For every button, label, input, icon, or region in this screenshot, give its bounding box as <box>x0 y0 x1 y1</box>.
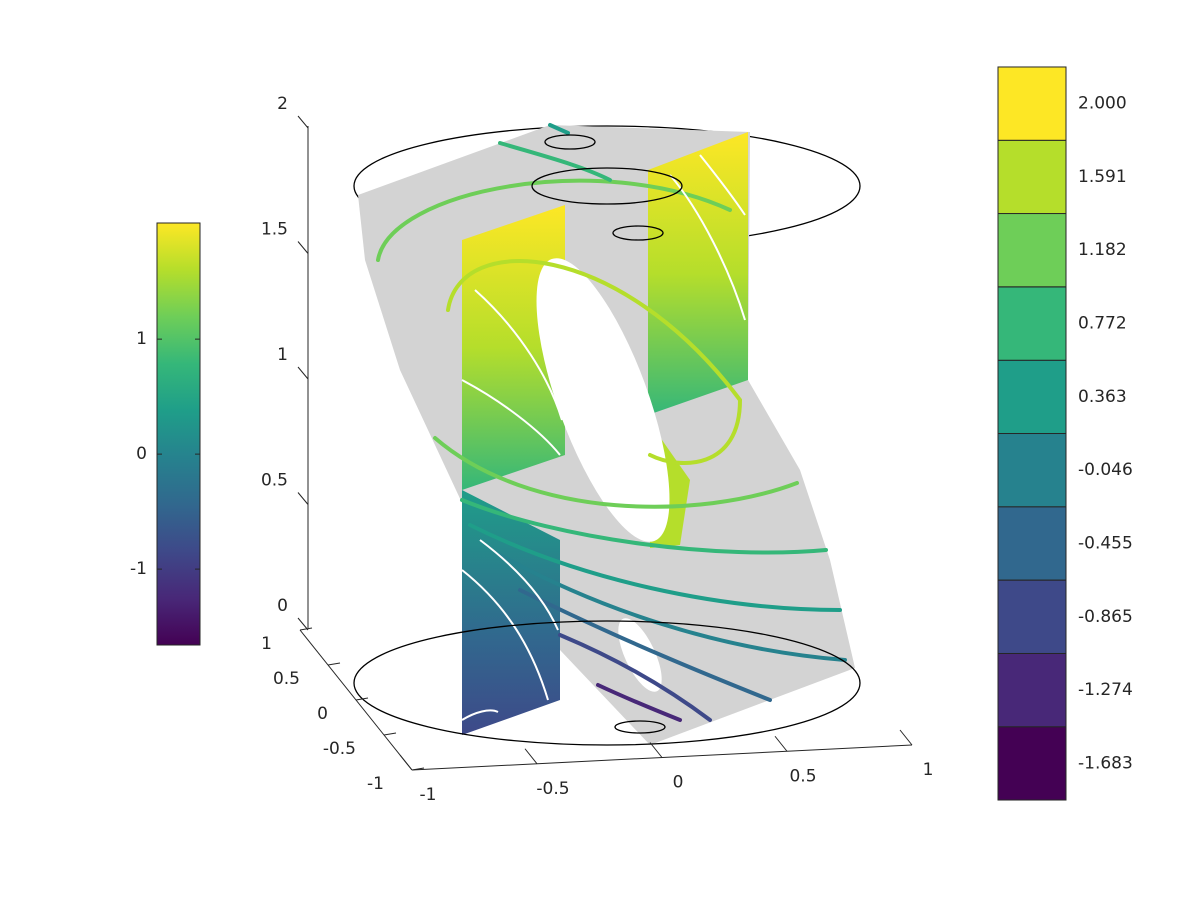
y-tick <box>411 767 425 771</box>
y-tick-label: 1 <box>261 634 272 654</box>
ring <box>531 167 683 205</box>
y-tick-label: -1 <box>367 774 384 794</box>
y-tick-label: -0.5 <box>323 739 356 759</box>
colorbar-tick-label: -1.683 <box>1078 753 1133 773</box>
y-tick <box>327 662 341 666</box>
z-tick <box>297 366 309 380</box>
slice <box>462 205 565 490</box>
x-tick-label: -1 <box>420 785 437 805</box>
colorbar-tick-label: -1 <box>130 559 147 579</box>
contours <box>376 123 847 722</box>
colorbar-tick-label: 1 <box>136 329 147 349</box>
z-tick-label: 1.5 <box>261 220 288 240</box>
colorbar-tick-label: -0.455 <box>1078 533 1133 553</box>
z-tick-label: 2 <box>277 94 288 114</box>
x-tick <box>399 754 413 771</box>
colorbar-tick-label: 0.363 <box>1078 387 1127 407</box>
colorbar-tick-label: -0.046 <box>1078 460 1133 480</box>
z-tick-label: 0.5 <box>261 471 288 491</box>
colorbar-tick-label: -0.865 <box>1078 607 1133 627</box>
colorbar-band <box>997 652 1067 728</box>
colorbar-tick-label: -1.274 <box>1078 680 1133 700</box>
colorbar-band <box>997 139 1067 215</box>
colorbar-tick-label: 2.000 <box>1078 94 1127 114</box>
colorbar <box>156 222 201 646</box>
slice-contours <box>461 154 746 721</box>
z-tick-label: 1 <box>277 345 288 365</box>
x-tick-label: 1 <box>923 760 934 780</box>
slice <box>462 490 560 735</box>
x-tick <box>774 735 788 752</box>
z-tick <box>297 115 309 129</box>
z-tick-label: 0 <box>277 596 288 616</box>
colorbar-tick-label: 0.772 <box>1078 314 1127 334</box>
x-tick <box>899 729 913 746</box>
colorbar-tick-label: 1.182 <box>1078 240 1127 260</box>
bottom-ring <box>353 620 861 746</box>
z-tick <box>297 241 309 254</box>
y-tick-label: 0 <box>317 704 328 724</box>
x-tick <box>649 742 663 758</box>
ring <box>544 134 596 150</box>
colorbar-band <box>997 213 1067 288</box>
colorbar-tick-label: 0 <box>136 444 147 464</box>
ring <box>614 720 666 734</box>
colorbar-band <box>997 726 1067 801</box>
y-tick <box>383 732 397 736</box>
surface <box>353 123 861 746</box>
ring <box>612 225 664 241</box>
colorbar-band <box>997 506 1067 581</box>
colorbar-band <box>997 432 1067 508</box>
y-tick-label: 0.5 <box>273 669 300 689</box>
x-tick-label: 0 <box>673 773 684 793</box>
colorbar-band <box>997 579 1067 654</box>
hole <box>618 618 662 692</box>
slice <box>648 132 748 415</box>
colorbar-band <box>997 286 1067 361</box>
x-tick <box>524 748 538 765</box>
colorbar-tick-label: 1.591 <box>1078 167 1127 187</box>
z-tick <box>297 617 309 631</box>
y-tick <box>299 627 313 631</box>
z-tick <box>297 492 309 505</box>
x-tick-label: 0.5 <box>789 766 816 786</box>
colorbar-band <box>997 66 1067 141</box>
colorbar-band <box>997 359 1067 435</box>
hole <box>536 258 670 542</box>
y-tick <box>355 697 369 701</box>
x-tick-label: -0.5 <box>536 779 569 799</box>
